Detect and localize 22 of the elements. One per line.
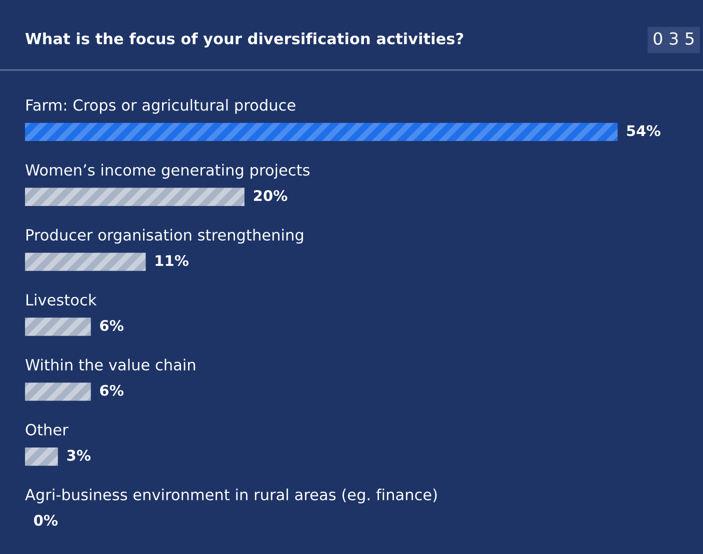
bar xyxy=(25,448,58,466)
data-label: 11% xyxy=(156,255,188,266)
data-label: 54% xyxy=(627,125,660,136)
bar xyxy=(25,122,618,142)
y-tick-label: Agri-business environment in rural areas (eg. finance) xyxy=(25,488,437,504)
bar xyxy=(25,318,91,336)
data-label: 0% xyxy=(34,514,58,526)
bar xyxy=(25,382,91,401)
data-label: 6% xyxy=(100,320,124,331)
data-label: 3% xyxy=(67,450,91,461)
y-tick-label: Livestock xyxy=(26,294,97,306)
y-tick-label: Farm: Crops or agricultural produce xyxy=(26,98,296,114)
y-tick-label: Within the value chain xyxy=(26,358,196,371)
chart-title: What is the focus of your diversification activities? xyxy=(25,32,464,48)
y-tick-label: Producer organisation strengthening xyxy=(26,228,303,244)
bar xyxy=(25,252,146,271)
y-tick-label: Women’s income generating projects xyxy=(26,164,310,179)
text: 0 3 5 xyxy=(654,32,694,45)
bar xyxy=(25,188,244,206)
y-tick-label: Other xyxy=(26,424,68,436)
data-label: 6% xyxy=(100,384,124,396)
data-label: 20% xyxy=(254,190,288,202)
